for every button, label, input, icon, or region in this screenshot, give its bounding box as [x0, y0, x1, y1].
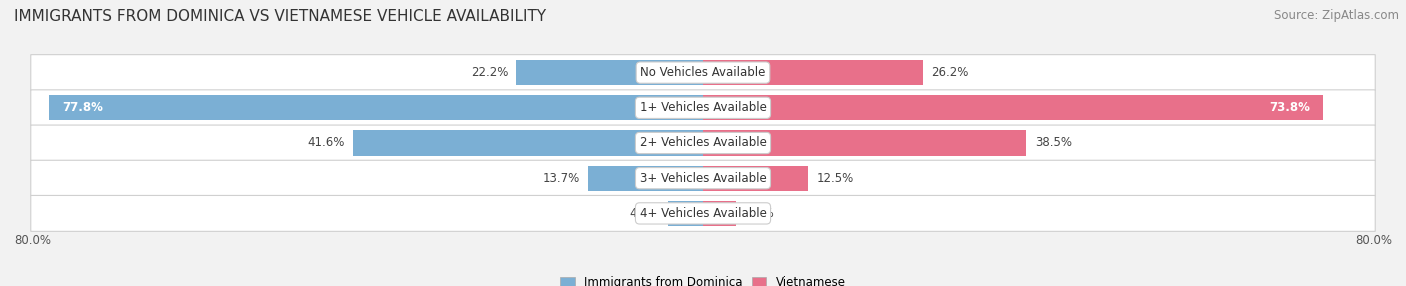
Text: 4.2%: 4.2% [630, 207, 659, 220]
Text: 3.9%: 3.9% [744, 207, 773, 220]
Bar [353, 130, 703, 156]
Text: No Vehicles Available: No Vehicles Available [640, 66, 766, 79]
Legend: Immigrants from Dominica, Vietnamese: Immigrants from Dominica, Vietnamese [557, 273, 849, 286]
Text: 77.8%: 77.8% [62, 101, 103, 114]
Text: 26.2%: 26.2% [932, 66, 969, 79]
Text: IMMIGRANTS FROM DOMINICA VS VIETNAMESE VEHICLE AVAILABILITY: IMMIGRANTS FROM DOMINICA VS VIETNAMESE V… [14, 9, 546, 23]
Text: 2+ Vehicles Available: 2+ Vehicles Available [640, 136, 766, 150]
Text: 22.2%: 22.2% [471, 66, 508, 79]
Text: 38.5%: 38.5% [1035, 136, 1071, 150]
Bar [703, 130, 1026, 156]
Bar [703, 166, 808, 191]
FancyBboxPatch shape [31, 125, 1375, 161]
Text: Source: ZipAtlas.com: Source: ZipAtlas.com [1274, 9, 1399, 21]
FancyBboxPatch shape [31, 195, 1375, 231]
Bar [516, 60, 703, 85]
Bar [668, 201, 703, 226]
Bar [703, 201, 735, 226]
FancyBboxPatch shape [31, 55, 1375, 91]
FancyBboxPatch shape [31, 90, 1375, 126]
Bar [588, 166, 703, 191]
Text: 80.0%: 80.0% [14, 234, 51, 247]
Text: 41.6%: 41.6% [308, 136, 344, 150]
Text: 3+ Vehicles Available: 3+ Vehicles Available [640, 172, 766, 185]
Text: 1+ Vehicles Available: 1+ Vehicles Available [640, 101, 766, 114]
Text: 12.5%: 12.5% [817, 172, 853, 185]
FancyBboxPatch shape [31, 160, 1375, 196]
Bar [49, 95, 703, 120]
Text: 13.7%: 13.7% [543, 172, 579, 185]
Text: 73.8%: 73.8% [1270, 101, 1310, 114]
Bar [703, 60, 924, 85]
Text: 4+ Vehicles Available: 4+ Vehicles Available [640, 207, 766, 220]
Text: 80.0%: 80.0% [1355, 234, 1392, 247]
Bar [703, 95, 1323, 120]
